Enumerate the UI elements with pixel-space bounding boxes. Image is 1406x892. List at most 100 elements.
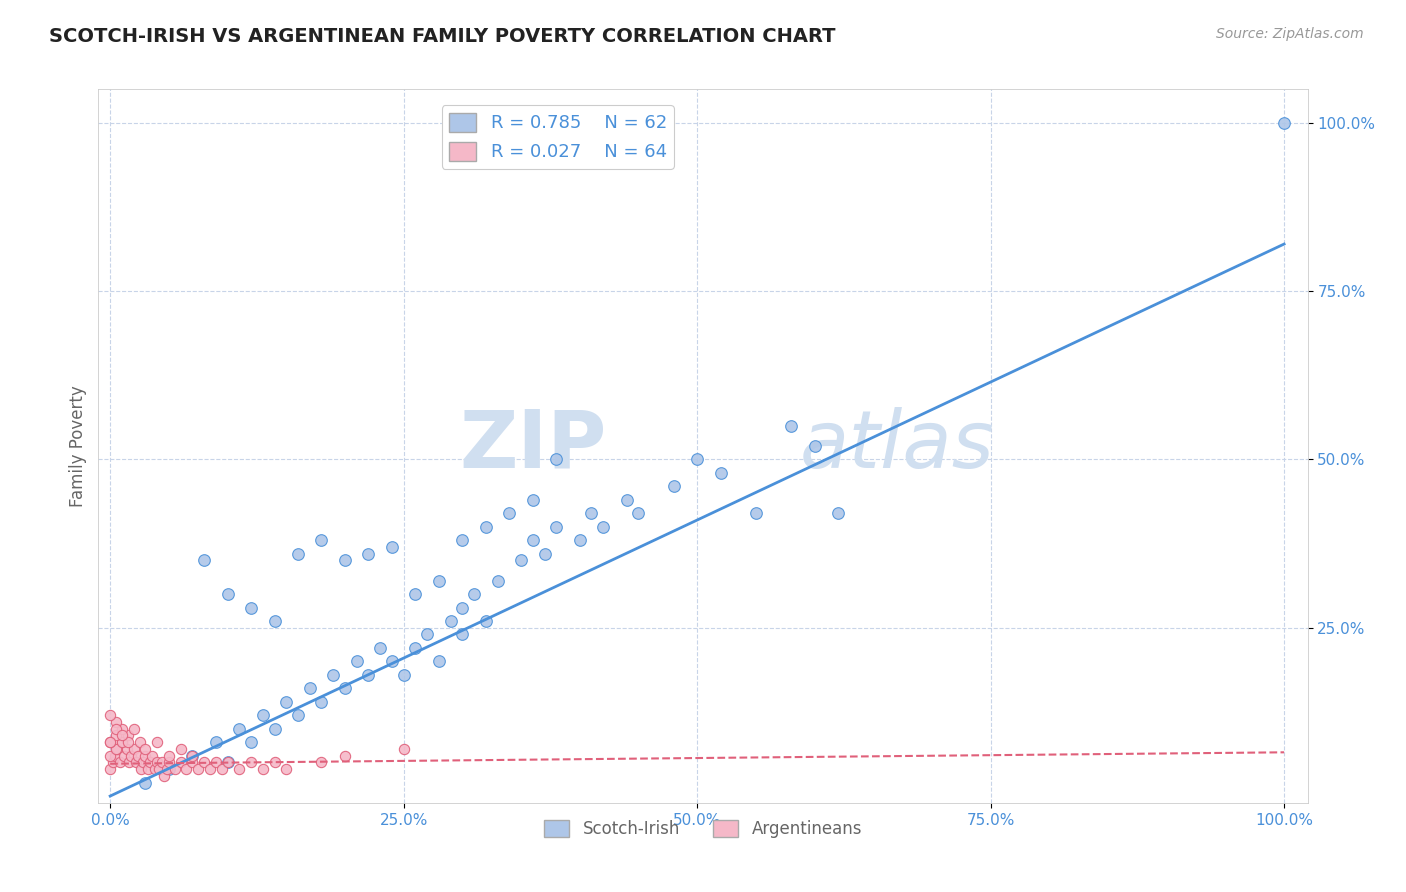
Point [616,492,638,507]
Point [745,506,768,520]
Point [193,553,215,567]
Point [98,735,121,749]
Point [263,722,285,736]
Point [780,418,803,433]
Point [105,729,128,743]
Point [533,547,555,561]
Point [176,762,198,776]
Point [98,748,121,763]
Point [118,756,141,770]
Point [546,452,568,467]
Point [392,742,415,756]
Point [141,748,163,763]
Point [346,655,368,669]
Point [510,553,533,567]
Point [108,756,131,770]
Point [333,553,356,567]
Point [204,735,226,749]
Point [111,722,134,736]
Point [129,762,152,776]
Point [357,547,380,561]
Point [252,762,274,776]
Point [181,756,204,770]
Point [486,574,509,588]
Point [125,756,148,770]
Point [98,762,121,776]
Point [127,748,149,763]
Point [333,748,356,763]
Point [311,695,333,709]
Point [187,762,209,776]
Point [111,735,134,749]
Point [311,533,333,548]
Point [136,762,159,776]
Point [228,762,250,776]
Point [122,742,145,756]
Point [662,479,685,493]
Point [333,681,356,696]
Point [104,748,127,763]
Point [240,735,263,749]
Point [146,735,169,749]
Point [581,506,603,520]
Point [568,533,591,548]
Point [157,756,180,770]
Legend: Scotch-Irish, Argentineans: Scotch-Irish, Argentineans [537,813,869,845]
Point [240,756,263,770]
Point [139,756,162,770]
Point [287,547,309,561]
Point [686,452,709,467]
Point [163,762,186,776]
Point [217,587,239,601]
Point [263,756,285,770]
Point [803,439,825,453]
Point [148,762,170,776]
Point [150,756,173,770]
Point [228,722,250,736]
Point [134,748,156,763]
Point [263,614,285,628]
Point [451,600,474,615]
Point [105,742,128,756]
Point [143,762,166,776]
Point [153,769,176,783]
Point [240,600,263,615]
Point [298,681,321,696]
Point [522,533,544,548]
Point [101,756,124,770]
Point [627,506,650,520]
Point [368,640,391,655]
Point [115,742,138,756]
Text: ZIP: ZIP [458,407,606,485]
Point [451,627,474,641]
Point [111,729,134,743]
Point [392,668,415,682]
Point [169,742,191,756]
Point [155,762,177,776]
Point [134,775,156,789]
Point [112,748,135,763]
Point [404,640,426,655]
Point [463,587,485,601]
Point [827,506,849,520]
Point [128,735,150,749]
Point [198,762,221,776]
Point [451,533,474,548]
Point [217,756,239,770]
Point [475,520,498,534]
Point [181,748,204,763]
Point [427,574,450,588]
Point [498,506,520,520]
Point [475,614,498,628]
Text: atlas: atlas [800,407,994,485]
Point [439,614,461,628]
Y-axis label: Family Poverty: Family Poverty [69,385,87,507]
Point [105,742,128,756]
Point [311,756,333,770]
Point [427,655,450,669]
Point [105,722,128,736]
Point [132,756,155,770]
Point [117,729,139,743]
Point [120,748,142,763]
Point [181,748,204,763]
